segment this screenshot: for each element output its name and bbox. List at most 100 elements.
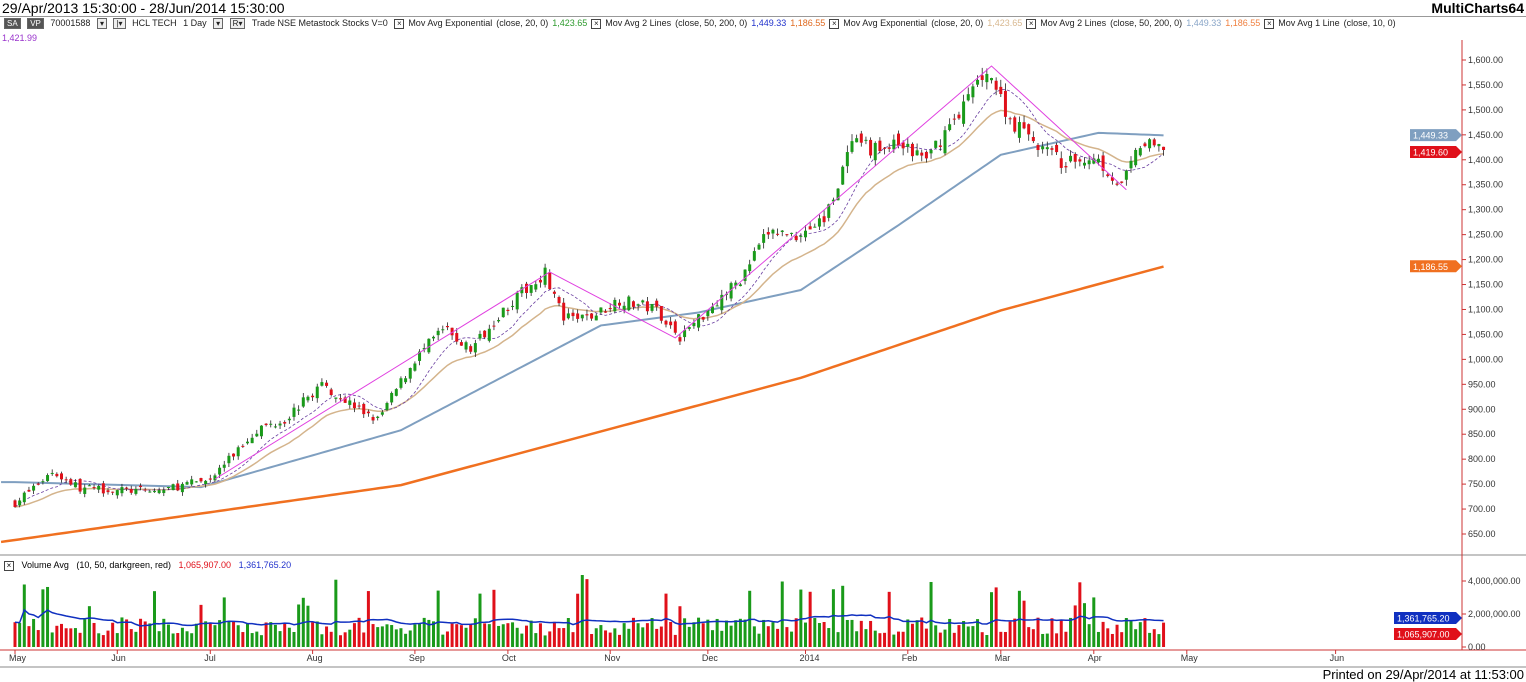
- volume-bar: [492, 589, 496, 647]
- time-tick-label: Jun: [111, 653, 126, 663]
- volume-bar: [157, 631, 161, 647]
- volume-bar: [971, 626, 975, 647]
- volume-avg-label-text: 1,361,765.20: [1397, 614, 1450, 624]
- volume-bar: [497, 625, 501, 647]
- sa-button[interactable]: SA: [4, 18, 21, 29]
- candle-body: [1008, 118, 1012, 120]
- candle-body: [618, 302, 621, 306]
- volume-bar: [297, 604, 301, 647]
- candle: [980, 67, 984, 87]
- candle: [125, 486, 129, 491]
- volume-bar: [1134, 629, 1138, 647]
- realtime-button[interactable]: R▾: [229, 18, 246, 29]
- candle: [1027, 123, 1031, 141]
- volume-bar: [120, 617, 124, 647]
- candle-body: [883, 147, 887, 149]
- volume-bar: [980, 632, 984, 647]
- volume-bar: [1003, 631, 1007, 647]
- candle: [738, 283, 742, 287]
- candle: [115, 489, 119, 499]
- price-tick-label: 650.00: [1468, 529, 1496, 539]
- ma50-price-label-bg: [1410, 129, 1462, 142]
- candle-body: [715, 305, 719, 307]
- candle-body: [1124, 170, 1128, 180]
- volume-bar: [687, 626, 691, 647]
- candle: [1124, 169, 1128, 186]
- candle-body: [841, 166, 845, 185]
- candle-body: [525, 283, 528, 293]
- candle-body: [743, 269, 747, 281]
- candle-body: [492, 325, 496, 327]
- candle-body: [631, 301, 635, 307]
- candle: [418, 349, 422, 366]
- volume-bar: [520, 633, 524, 647]
- candle: [883, 147, 887, 155]
- volume-bar: [171, 633, 175, 647]
- price-tick-label: 1,100.00: [1468, 304, 1503, 314]
- candle: [13, 499, 17, 508]
- candle: [297, 405, 301, 416]
- candle: [1073, 152, 1077, 169]
- candle: [55, 472, 59, 478]
- volume-bar: [483, 623, 487, 647]
- candle: [785, 234, 789, 237]
- volume-bar: [683, 618, 687, 647]
- account-dropdown[interactable]: ▾: [96, 18, 107, 29]
- volume-bar: [273, 624, 277, 647]
- interval-dropdown[interactable]: ▾: [213, 18, 224, 29]
- volume-bar: [236, 625, 240, 647]
- candle: [1138, 146, 1142, 157]
- volume-bar: [827, 628, 831, 647]
- candle: [915, 143, 919, 156]
- volume-bar: [938, 632, 942, 647]
- close-study-icon[interactable]: ×: [4, 560, 14, 571]
- candle-body: [948, 124, 952, 131]
- volume-bar: [329, 631, 333, 647]
- candle: [385, 401, 389, 412]
- candle: [864, 136, 868, 145]
- symbol-menu-button[interactable]: |▾: [113, 18, 126, 29]
- candle-body: [529, 285, 533, 293]
- candle: [604, 309, 608, 313]
- vp-button[interactable]: VP: [27, 18, 44, 29]
- candle-body: [608, 307, 612, 310]
- candle: [943, 126, 947, 156]
- close-study-icon[interactable]: ×: [394, 18, 405, 29]
- volume-bar: [18, 623, 22, 647]
- close-study-icon[interactable]: ×: [1026, 18, 1037, 29]
- candle: [87, 484, 91, 487]
- volume-bar: [538, 623, 542, 647]
- volume-bar: [246, 623, 249, 647]
- volume-bar: [264, 622, 268, 647]
- candle: [924, 150, 928, 163]
- candle-body: [511, 305, 515, 307]
- candle-body: [394, 389, 398, 396]
- candle-body: [1027, 124, 1031, 135]
- price-tick-label: 1,250.00: [1468, 230, 1503, 240]
- candle-body: [1078, 159, 1082, 162]
- candle-body: [157, 490, 161, 494]
- candle-body: [418, 351, 422, 361]
- volume-bar: [153, 591, 156, 647]
- time-tick-label: Sep: [409, 653, 425, 663]
- candle-body: [427, 338, 431, 353]
- candle: [459, 339, 463, 346]
- volume-bar: [101, 635, 105, 647]
- close-study-icon[interactable]: ×: [1264, 18, 1275, 29]
- candle: [1064, 161, 1068, 173]
- candle: [1083, 157, 1086, 169]
- candle: [641, 299, 645, 305]
- candle-body: [143, 489, 147, 491]
- close-study-icon[interactable]: ×: [829, 18, 840, 29]
- candle: [887, 143, 891, 153]
- volume-bar: [306, 605, 310, 647]
- candle-body: [966, 94, 970, 101]
- volume-bar: [343, 632, 347, 647]
- volume-bar: [1120, 632, 1124, 647]
- volume-avg-label: 1,361,765.20: [1394, 612, 1462, 624]
- close-study-icon[interactable]: ×: [591, 18, 602, 29]
- candle: [283, 420, 287, 428]
- candle-body: [194, 481, 198, 483]
- candle: [143, 487, 147, 493]
